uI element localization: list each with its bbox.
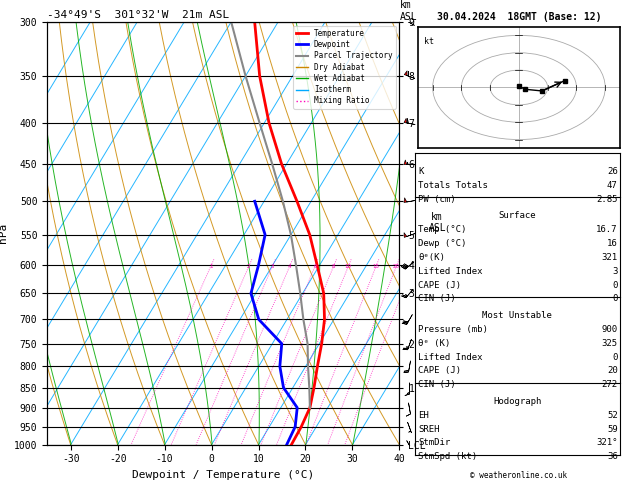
Text: -34°49'S  301°32'W  21m ASL: -34°49'S 301°32'W 21m ASL: [47, 10, 230, 20]
Text: 36: 36: [607, 452, 618, 461]
Text: kt: kt: [424, 37, 434, 46]
Text: 0: 0: [612, 295, 618, 303]
Text: 10: 10: [345, 264, 352, 269]
Text: K: K: [418, 167, 424, 176]
Text: 4: 4: [288, 264, 291, 269]
Text: Pressure (mb): Pressure (mb): [418, 325, 488, 334]
Text: 321°: 321°: [596, 438, 618, 448]
Text: Lifted Index: Lifted Index: [418, 267, 483, 276]
Y-axis label: km
ASL: km ASL: [428, 212, 446, 233]
Text: 1: 1: [209, 264, 213, 269]
Text: 900: 900: [601, 325, 618, 334]
Text: Totals Totals: Totals Totals: [418, 181, 488, 190]
Text: Hodograph: Hodograph: [493, 397, 542, 406]
Text: Lifted Index: Lifted Index: [418, 352, 483, 362]
Text: 272: 272: [601, 380, 618, 389]
Text: StmDir: StmDir: [418, 438, 450, 448]
Text: 20: 20: [392, 264, 400, 269]
Text: 321: 321: [601, 253, 618, 262]
Text: Surface: Surface: [499, 211, 536, 220]
Text: SREH: SREH: [418, 425, 440, 434]
Text: 47: 47: [607, 181, 618, 190]
Text: 20: 20: [607, 366, 618, 375]
Text: Most Unstable: Most Unstable: [482, 311, 552, 320]
X-axis label: Dewpoint / Temperature (°C): Dewpoint / Temperature (°C): [132, 470, 314, 480]
Text: 2.85: 2.85: [596, 194, 618, 204]
Text: 3: 3: [270, 264, 274, 269]
Text: CIN (J): CIN (J): [418, 295, 456, 303]
Text: 325: 325: [601, 339, 618, 347]
Text: 0: 0: [612, 280, 618, 290]
Text: 16: 16: [607, 239, 618, 248]
Text: PW (cm): PW (cm): [418, 194, 456, 204]
Text: 0: 0: [612, 352, 618, 362]
Y-axis label: hPa: hPa: [0, 223, 8, 243]
Text: km
ASL: km ASL: [399, 0, 417, 22]
Text: © weatheronline.co.uk: © weatheronline.co.uk: [470, 471, 567, 480]
Text: θᵉ(K): θᵉ(K): [418, 253, 445, 262]
Text: CAPE (J): CAPE (J): [418, 366, 461, 375]
Text: Temp (°C): Temp (°C): [418, 225, 467, 234]
Text: 26: 26: [607, 167, 618, 176]
Text: 16.7: 16.7: [596, 225, 618, 234]
Text: 6: 6: [313, 264, 316, 269]
Text: θᵉ (K): θᵉ (K): [418, 339, 450, 347]
Text: 52: 52: [607, 411, 618, 420]
Text: CAPE (J): CAPE (J): [418, 280, 461, 290]
Text: 3: 3: [612, 267, 618, 276]
Text: 2: 2: [247, 264, 250, 269]
Text: 15: 15: [372, 264, 379, 269]
Text: EH: EH: [418, 411, 429, 420]
Legend: Temperature, Dewpoint, Parcel Trajectory, Dry Adiabat, Wet Adiabat, Isotherm, Mi: Temperature, Dewpoint, Parcel Trajectory…: [293, 26, 396, 108]
Text: 30.04.2024  18GMT (Base: 12): 30.04.2024 18GMT (Base: 12): [437, 12, 601, 22]
Text: CIN (J): CIN (J): [418, 380, 456, 389]
Text: 59: 59: [607, 425, 618, 434]
Text: Dewp (°C): Dewp (°C): [418, 239, 467, 248]
Text: StmSpd (kt): StmSpd (kt): [418, 452, 477, 461]
Text: 8: 8: [331, 264, 335, 269]
